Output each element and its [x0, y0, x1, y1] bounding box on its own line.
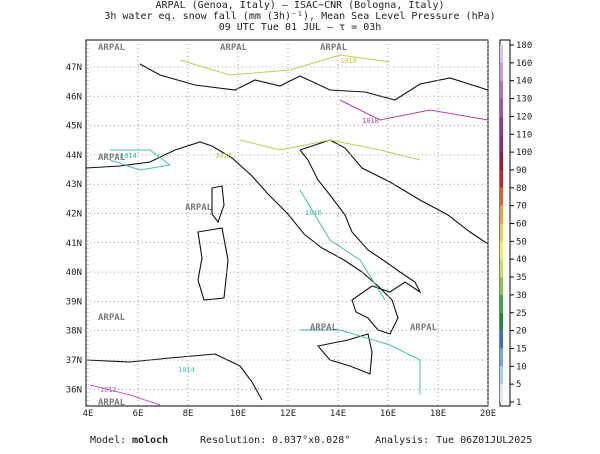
colorbar-segment — [500, 116, 503, 135]
lon-tick-label: 14E — [330, 409, 346, 419]
africa-coast — [85, 353, 263, 401]
lat-tick-label: 36N — [66, 385, 82, 395]
colorbar-segment — [500, 152, 503, 170]
colorbar-segment — [500, 348, 503, 367]
colorbar-segment — [500, 205, 503, 224]
colorbar-segment — [500, 45, 503, 63]
colorbar-label: 90 — [516, 166, 527, 176]
colorbar-segment — [500, 312, 503, 331]
colorbar-segment — [500, 241, 503, 260]
colorbar-label: 100 — [516, 148, 532, 158]
title-line: 09 UTC Tue 01 JUL — τ = 03h — [219, 22, 382, 33]
lon-tick-label: 8E — [183, 409, 194, 419]
footer-label: Model: — [90, 435, 126, 446]
isobar-label: 1014 — [120, 152, 137, 160]
lat-tick-label: 37N — [66, 356, 82, 366]
lon-tick-label: 20E — [480, 409, 496, 419]
lat-tick-label: 42N — [66, 210, 82, 220]
colorbar-segment — [500, 366, 503, 385]
adriatic-east-coast — [299, 139, 489, 245]
isobar-label: 1014 — [178, 366, 195, 374]
watermark: ARPAL — [98, 313, 126, 323]
watermark: ARPAL — [410, 323, 438, 333]
colorbar-label: 35 — [516, 273, 527, 283]
lon-tick-label: 6E — [133, 409, 144, 419]
lon-tick-label: 16E — [380, 409, 396, 419]
isobar-label: 1016 — [305, 209, 322, 217]
footer-label: Analysis: — [375, 435, 429, 446]
lat-tick-label: 45N — [66, 122, 82, 132]
lat-tick-label: 39N — [66, 297, 82, 307]
colorbar-segment — [500, 134, 503, 153]
lat-tick-label: 40N — [66, 268, 82, 278]
colorbar-label: 40 — [516, 255, 527, 265]
watermark: ARPAL — [98, 398, 126, 408]
sardinia — [197, 227, 229, 301]
watermark: ARPAL — [310, 323, 338, 333]
isobar-label: 1016 — [215, 152, 232, 160]
colorbar-segment — [500, 384, 503, 402]
colorbar-label: 180 — [516, 41, 532, 51]
colorbar-label: 130 — [516, 95, 532, 105]
isobar-label: 1018 — [340, 57, 357, 65]
colorbar-segment — [500, 169, 503, 188]
watermark: ARPAL — [98, 43, 126, 53]
colorbar-label: 60 — [516, 220, 527, 230]
colorbar-label: 30 — [516, 291, 527, 301]
coastlines — [85, 63, 489, 401]
footer-value: Tue 06Z01JUL2025 — [436, 435, 532, 446]
colorbar-label: 120 — [516, 112, 532, 122]
lat-tick-label: 38N — [66, 327, 82, 337]
lat-tick-label: 41N — [66, 239, 82, 249]
colorbar-label: 20 — [516, 327, 527, 337]
watermark: ARPAL — [320, 43, 348, 53]
title-line: 3h water eq. snow fall (mm (3h)⁻¹), Mean… — [104, 11, 495, 22]
lat-tick-label: 44N — [66, 151, 82, 161]
colorbar-label: 110 — [516, 130, 532, 140]
colorbar-segment — [500, 330, 503, 349]
colorbar-label: 15 — [516, 344, 527, 354]
isobar-label: 1012 — [100, 386, 117, 394]
borders — [139, 63, 489, 101]
lat-tick-label: 47N — [66, 63, 82, 73]
lon-tick-label: 10E — [230, 409, 246, 419]
isobars — [89, 54, 489, 406]
colorbar-label: 80 — [516, 184, 527, 194]
colorbar-label: 140 — [516, 77, 532, 87]
watermark: ARPAL — [220, 43, 248, 53]
watermark: ARPAL — [98, 153, 126, 163]
colorbar-segment — [500, 98, 503, 117]
colorbar-segment — [500, 259, 503, 278]
lon-tick-label: 18E — [430, 409, 446, 419]
watermark: ARPAL — [185, 203, 213, 213]
colorbar-label: 10 — [516, 362, 527, 372]
colorbar-segment — [500, 80, 503, 99]
colorbar-label: 1 — [516, 398, 521, 408]
corsica — [211, 185, 225, 224]
colorbar-segment — [500, 187, 503, 206]
colorbar-segment — [500, 223, 503, 242]
colorbar-label: 25 — [516, 309, 527, 319]
map-frame — [85, 39, 489, 407]
lon-tick-label: 12E — [280, 409, 296, 419]
footer-value: 0.037°x0.028° — [272, 435, 350, 446]
lon-tick-label: 4E — [83, 409, 94, 419]
title-line: ARPAL (Genoa, Italy) — ISAC−CNR (Bologna… — [156, 0, 445, 11]
lat-tick-label: 46N — [66, 92, 82, 102]
italy-coast — [85, 141, 422, 335]
colorbar-label: 50 — [516, 237, 527, 247]
colorbar-label: 5 — [516, 380, 521, 390]
footer-value: moloch — [132, 435, 168, 446]
footer-label: Resolution: — [200, 435, 266, 446]
isobar-label: 1018 — [362, 117, 379, 125]
colorbar-label: 70 — [516, 202, 527, 212]
lat-tick-label: 43N — [66, 180, 82, 190]
colorbar-segment — [500, 294, 503, 313]
sicily — [316, 333, 373, 375]
colorbar-label: 160 — [516, 59, 532, 69]
colorbar-segment — [500, 62, 503, 81]
colorbar-segment — [500, 277, 503, 295]
